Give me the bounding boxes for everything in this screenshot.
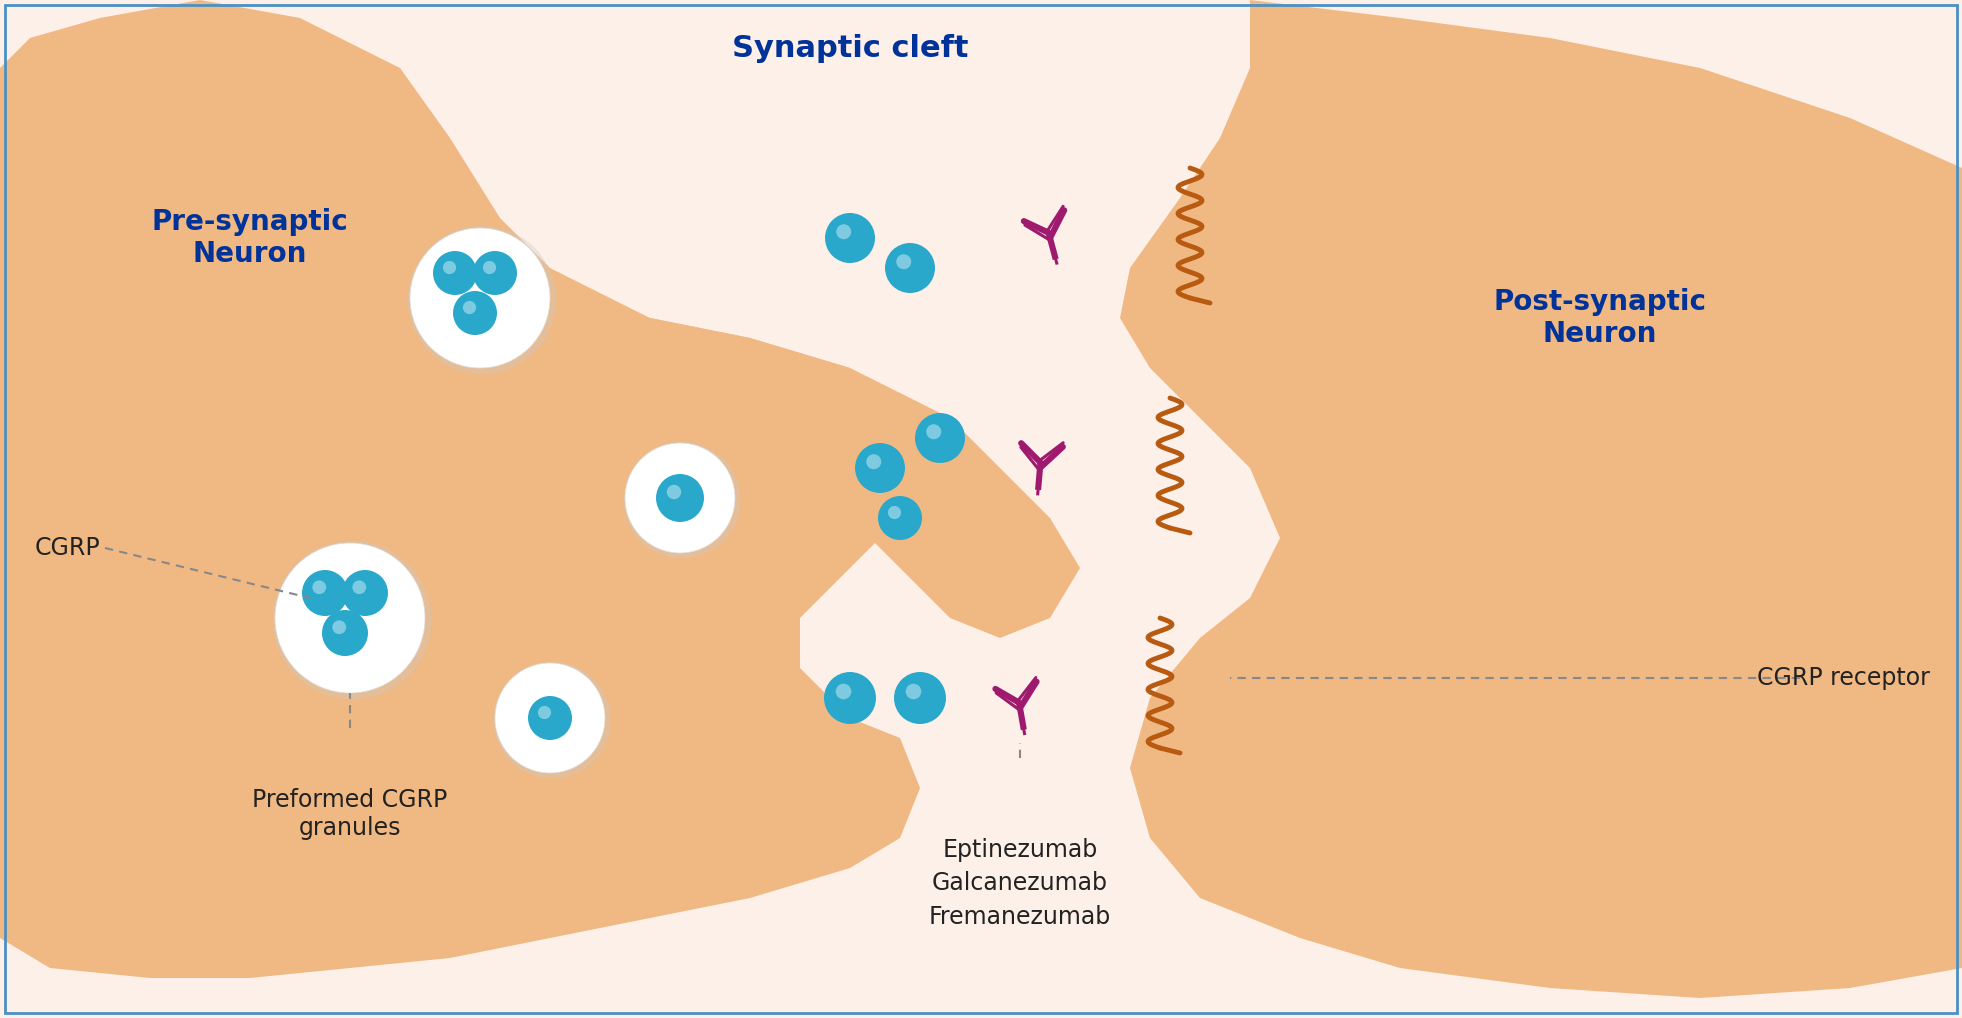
Circle shape — [273, 542, 432, 698]
Text: CGRP receptor: CGRP receptor — [1758, 666, 1931, 690]
Text: Synaptic cleft: Synaptic cleft — [732, 34, 969, 62]
Circle shape — [624, 442, 740, 558]
Circle shape — [655, 474, 704, 522]
Circle shape — [322, 610, 369, 656]
Text: Pre-synaptic
Neuron: Pre-synaptic Neuron — [151, 208, 349, 268]
Text: Post-synaptic
Neuron: Post-synaptic Neuron — [1493, 288, 1707, 348]
Circle shape — [332, 620, 345, 634]
Circle shape — [473, 251, 518, 295]
Circle shape — [463, 301, 477, 315]
Circle shape — [836, 224, 852, 239]
Circle shape — [312, 580, 326, 595]
Circle shape — [626, 443, 736, 553]
Circle shape — [667, 485, 681, 499]
Circle shape — [836, 684, 852, 699]
Circle shape — [494, 663, 604, 773]
Circle shape — [824, 672, 875, 724]
Circle shape — [302, 570, 347, 616]
Polygon shape — [649, 318, 1079, 638]
Circle shape — [275, 543, 426, 693]
Circle shape — [443, 261, 455, 274]
Circle shape — [895, 672, 946, 724]
Polygon shape — [0, 0, 920, 978]
Circle shape — [528, 696, 573, 740]
Circle shape — [926, 425, 942, 439]
Text: Eptinezumab
Galcanezumab
Fremanezumab: Eptinezumab Galcanezumab Fremanezumab — [928, 838, 1110, 929]
Circle shape — [824, 213, 875, 263]
Circle shape — [341, 570, 388, 616]
Circle shape — [410, 228, 549, 367]
Circle shape — [867, 454, 881, 469]
Circle shape — [538, 705, 551, 719]
Circle shape — [494, 663, 610, 778]
Text: CGRP: CGRP — [35, 536, 100, 560]
Circle shape — [885, 243, 936, 293]
Circle shape — [434, 251, 477, 295]
Circle shape — [897, 254, 910, 269]
Circle shape — [855, 443, 904, 493]
Circle shape — [483, 261, 496, 274]
Circle shape — [879, 496, 922, 540]
Text: Preformed CGRP
granules: Preformed CGRP granules — [253, 788, 447, 840]
Circle shape — [914, 413, 965, 463]
Polygon shape — [1120, 0, 1962, 998]
Circle shape — [408, 226, 555, 374]
Circle shape — [453, 291, 496, 335]
Circle shape — [906, 684, 922, 699]
Circle shape — [353, 580, 367, 595]
Circle shape — [889, 506, 901, 519]
